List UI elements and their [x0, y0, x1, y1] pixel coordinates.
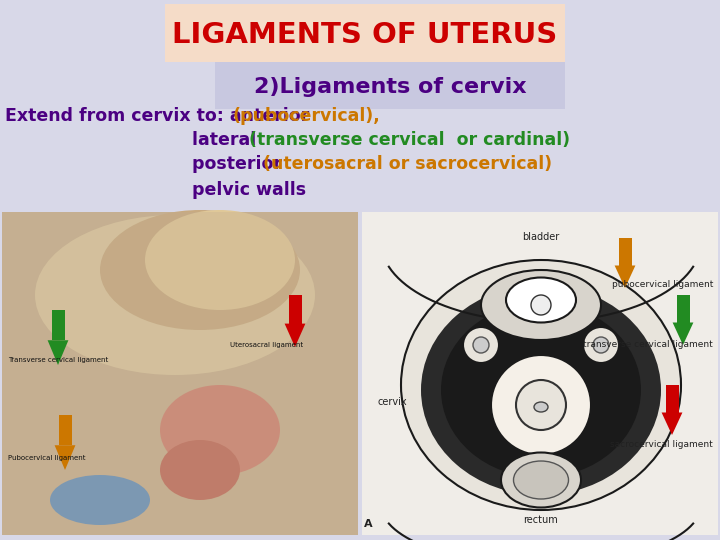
Text: A: A: [364, 519, 373, 529]
Text: cervix: cervix: [377, 397, 407, 407]
Bar: [58, 415, 71, 445]
Text: posterior: posterior: [192, 155, 288, 173]
Polygon shape: [662, 413, 683, 435]
Bar: [618, 238, 631, 266]
Ellipse shape: [35, 215, 315, 375]
Text: (transverse cervical  or cardinal): (transverse cervical or cardinal): [249, 131, 570, 149]
Bar: [2, 212, 358, 535]
Bar: [52, 310, 65, 340]
Circle shape: [463, 327, 499, 363]
Bar: [289, 295, 302, 323]
Bar: [677, 295, 690, 322]
Ellipse shape: [145, 210, 295, 310]
Ellipse shape: [160, 385, 280, 475]
Bar: [2, 212, 358, 535]
Ellipse shape: [534, 402, 548, 412]
Text: (pubocervical),: (pubocervical),: [232, 107, 380, 125]
Circle shape: [516, 380, 566, 430]
Polygon shape: [55, 446, 76, 470]
Ellipse shape: [501, 453, 581, 508]
Text: Transverse cervical ligament: Transverse cervical ligament: [8, 357, 108, 363]
Bar: [165, 4, 565, 62]
Text: sacrocervical ligament: sacrocervical ligament: [611, 440, 713, 449]
Text: transverse cervical ligament: transverse cervical ligament: [583, 340, 713, 349]
Ellipse shape: [513, 461, 569, 499]
Circle shape: [593, 337, 609, 353]
Ellipse shape: [160, 440, 240, 500]
Text: Pubocervical ligament: Pubocervical ligament: [8, 455, 86, 461]
Text: Uterosacral ligament: Uterosacral ligament: [230, 342, 303, 348]
Bar: [215, 62, 565, 109]
Text: rectum: rectum: [523, 515, 559, 525]
Circle shape: [531, 295, 551, 315]
Polygon shape: [672, 322, 693, 345]
Bar: [362, 212, 718, 535]
Ellipse shape: [441, 302, 641, 477]
Ellipse shape: [421, 285, 661, 495]
Ellipse shape: [50, 475, 150, 525]
Polygon shape: [48, 340, 68, 365]
Circle shape: [491, 355, 591, 455]
Text: Extend from cervix to: anterior: Extend from cervix to: anterior: [5, 107, 315, 125]
Bar: [665, 385, 678, 413]
Polygon shape: [284, 323, 305, 347]
Ellipse shape: [506, 278, 576, 322]
Ellipse shape: [481, 270, 601, 340]
Text: LIGAMENTS OF UTERUS: LIGAMENTS OF UTERUS: [172, 21, 557, 49]
Text: (uterosacral or sacrocervical): (uterosacral or sacrocervical): [263, 155, 552, 173]
Ellipse shape: [100, 210, 300, 330]
Text: pubocervical ligament: pubocervical ligament: [611, 280, 713, 289]
Circle shape: [473, 337, 489, 353]
Ellipse shape: [401, 260, 681, 510]
Text: 2)Ligaments of cervix: 2)Ligaments of cervix: [253, 77, 526, 97]
Text: bladder: bladder: [523, 232, 559, 242]
Text: pelvic walls: pelvic walls: [192, 181, 306, 199]
Circle shape: [583, 327, 619, 363]
Polygon shape: [615, 266, 635, 288]
Text: lateral: lateral: [192, 131, 262, 149]
